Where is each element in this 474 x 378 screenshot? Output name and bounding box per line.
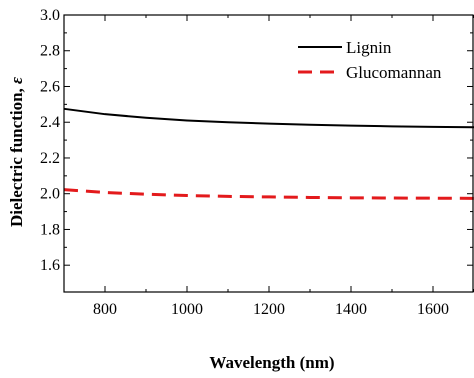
y-tick-label: 2.8 [40,43,60,60]
y-axis-title: Dielectric function, ε [7,77,26,227]
y-axis-title-text: Dielectric function, [7,84,26,227]
y-tick-label: 3.0 [40,7,60,24]
x-tick-label: 1000 [171,301,203,318]
x-tick-label: 1400 [335,301,367,318]
y-tick-label: 2.6 [40,78,60,95]
series-line-lignin [63,107,474,129]
x-axis-title: Wavelength (nm) [209,353,334,372]
x-tick-label: 800 [93,301,117,318]
y-tick-label: 2.4 [40,114,60,131]
legend-label-glucomannan: Glucomannan [346,63,442,82]
x-tick-label: 1600 [417,301,449,318]
y-tick-label: 2.2 [40,150,60,167]
plot-frame [63,14,474,293]
y-tick-label: 2.0 [40,186,60,203]
y-tick-label: 1.6 [40,257,60,274]
y-tick-label: 1.8 [40,221,60,238]
series-line-glucomannan [63,188,474,200]
y-axis-title-symbol: ε [7,77,26,84]
legend-label-lignin: Lignin [346,38,392,57]
x-tick-label: 1200 [253,301,285,318]
